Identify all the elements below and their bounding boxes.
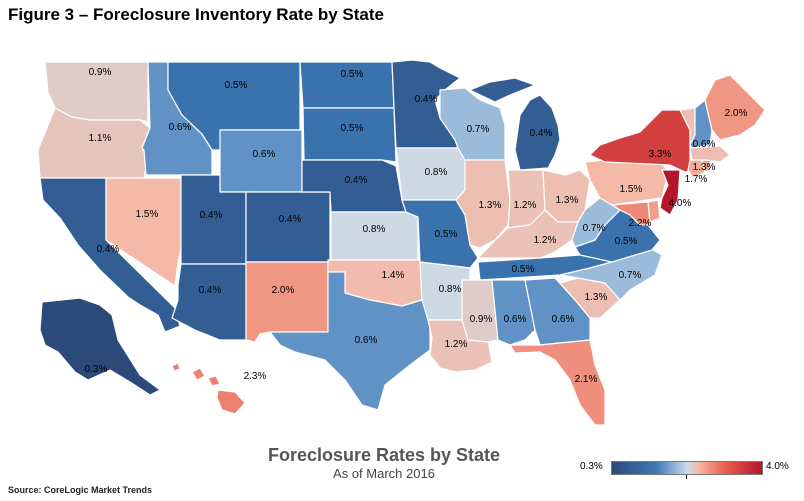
state-label-ca: 0.4% — [97, 244, 120, 255]
state-pa — [584, 159, 669, 206]
state-label-nv: 1.5% — [136, 209, 159, 220]
state-label-ks: 0.8% — [363, 224, 386, 235]
state-label-il: 1.3% — [479, 200, 502, 211]
state-label-ut: 0.4% — [200, 210, 223, 221]
us-state-map: 0.9% 1.1% 0.4% 0.6% 1.5% 0.5% 0.6% 0.4% 0.4% 0.4%… — [37, 59, 766, 426]
state-label-ky: 1.2% — [534, 235, 557, 246]
state-label-mo: 0.5% — [435, 229, 458, 240]
state-label-sc: 1.3% — [585, 292, 608, 303]
state-label-tn: 0.5% — [512, 264, 535, 275]
state-fl — [509, 339, 606, 426]
legend-tick — [686, 475, 687, 479]
legend-min-label: 0.3% — [580, 461, 603, 472]
state-label-wv: 0.7% — [583, 223, 606, 234]
state-hi-part-3 — [207, 375, 221, 387]
state-az — [171, 263, 247, 341]
state-label-mn: 0.4% — [415, 94, 438, 105]
legend-color-ramp — [611, 461, 763, 475]
state-sd — [302, 107, 397, 163]
state-label-tx: 0.6% — [355, 335, 378, 346]
legend-max-label: 4.0% — [766, 461, 789, 472]
state-label-in: 1.2% — [514, 200, 537, 211]
map-caption-title: Foreclosure Rates by State — [267, 445, 501, 465]
state-nj — [659, 169, 681, 216]
state-me — [704, 74, 766, 141]
state-label-ar: 0.8% — [439, 284, 462, 295]
state-ky — [477, 209, 579, 259]
state-label-az: 0.4% — [199, 285, 222, 296]
state-wy — [219, 129, 303, 193]
state-label-id: 0.6% — [169, 122, 192, 133]
state-hi-part-2 — [191, 367, 206, 381]
state-label-wy: 0.6% — [253, 149, 276, 160]
state-label-mi: 0.4% — [530, 128, 553, 139]
state-mi-part-1 — [514, 94, 561, 171]
state-label-nc: 0.7% — [619, 270, 642, 281]
map-caption-subtitle: As of March 2016 — [333, 466, 435, 481]
state-label-nd: 0.5% — [341, 69, 364, 80]
state-il — [455, 159, 511, 249]
state-label-al: 0.6% — [504, 314, 527, 325]
state-label-md: 2.2% — [629, 218, 652, 229]
state-hi-part-4 — [216, 389, 246, 415]
state-label-nm: 2.0% — [272, 285, 295, 296]
state-co — [245, 191, 331, 263]
state-nc — [559, 247, 663, 301]
state-label-me: 2.0% — [725, 108, 748, 119]
state-mt — [167, 61, 301, 151]
state-label-ia: 0.8% — [425, 167, 448, 178]
state-label-ak: 0.3% — [85, 364, 108, 375]
state-label-ga: 0.6% — [552, 314, 575, 325]
state-label-oh: 1.3% — [556, 195, 579, 206]
state-label-hi: 2.3% — [244, 371, 267, 382]
state-label-ct: 1.7% — [685, 174, 708, 185]
state-de — [647, 199, 661, 223]
state-ks — [330, 211, 419, 261]
state-label-or: 1.1% — [89, 133, 112, 144]
state-ma — [689, 145, 731, 163]
state-label-wa: 0.9% — [89, 67, 112, 78]
state-label-sd: 0.5% — [341, 123, 364, 134]
state-label-mt: 0.5% — [225, 80, 248, 91]
state-label-ok: 1.4% — [382, 270, 405, 281]
state-label-va: 0.5% — [615, 236, 638, 247]
state-label-la: 1.2% — [445, 339, 468, 350]
source-note: Source: CoreLogic Market Trends — [8, 485, 153, 495]
state-label-ny: 3.3% — [649, 149, 672, 160]
state-label-ms: 0.9% — [470, 314, 493, 325]
state-label-fl: 2.1% — [575, 374, 598, 385]
state-wv — [571, 197, 621, 248]
state-label-nj: 4.0% — [669, 198, 692, 209]
state-hi-part-1 — [171, 362, 181, 372]
figure-title: Figure 3 – Foreclosure Inventory Rate by… — [8, 5, 385, 24]
state-label-pa: 1.5% — [620, 184, 643, 195]
state-label-nh: 0.6% — [693, 139, 716, 150]
state-nm — [245, 261, 329, 343]
state-label-wi: 0.7% — [467, 124, 490, 135]
state-mi-part-2 — [469, 77, 536, 103]
state-label-ne: 0.4% — [345, 175, 368, 186]
state-ga — [524, 277, 591, 346]
state-ca — [39, 177, 181, 333]
state-tx — [269, 271, 431, 411]
state-ak — [39, 297, 161, 396]
state-label-co: 0.4% — [279, 214, 302, 225]
state-label-ma: 1.3% — [693, 162, 716, 173]
